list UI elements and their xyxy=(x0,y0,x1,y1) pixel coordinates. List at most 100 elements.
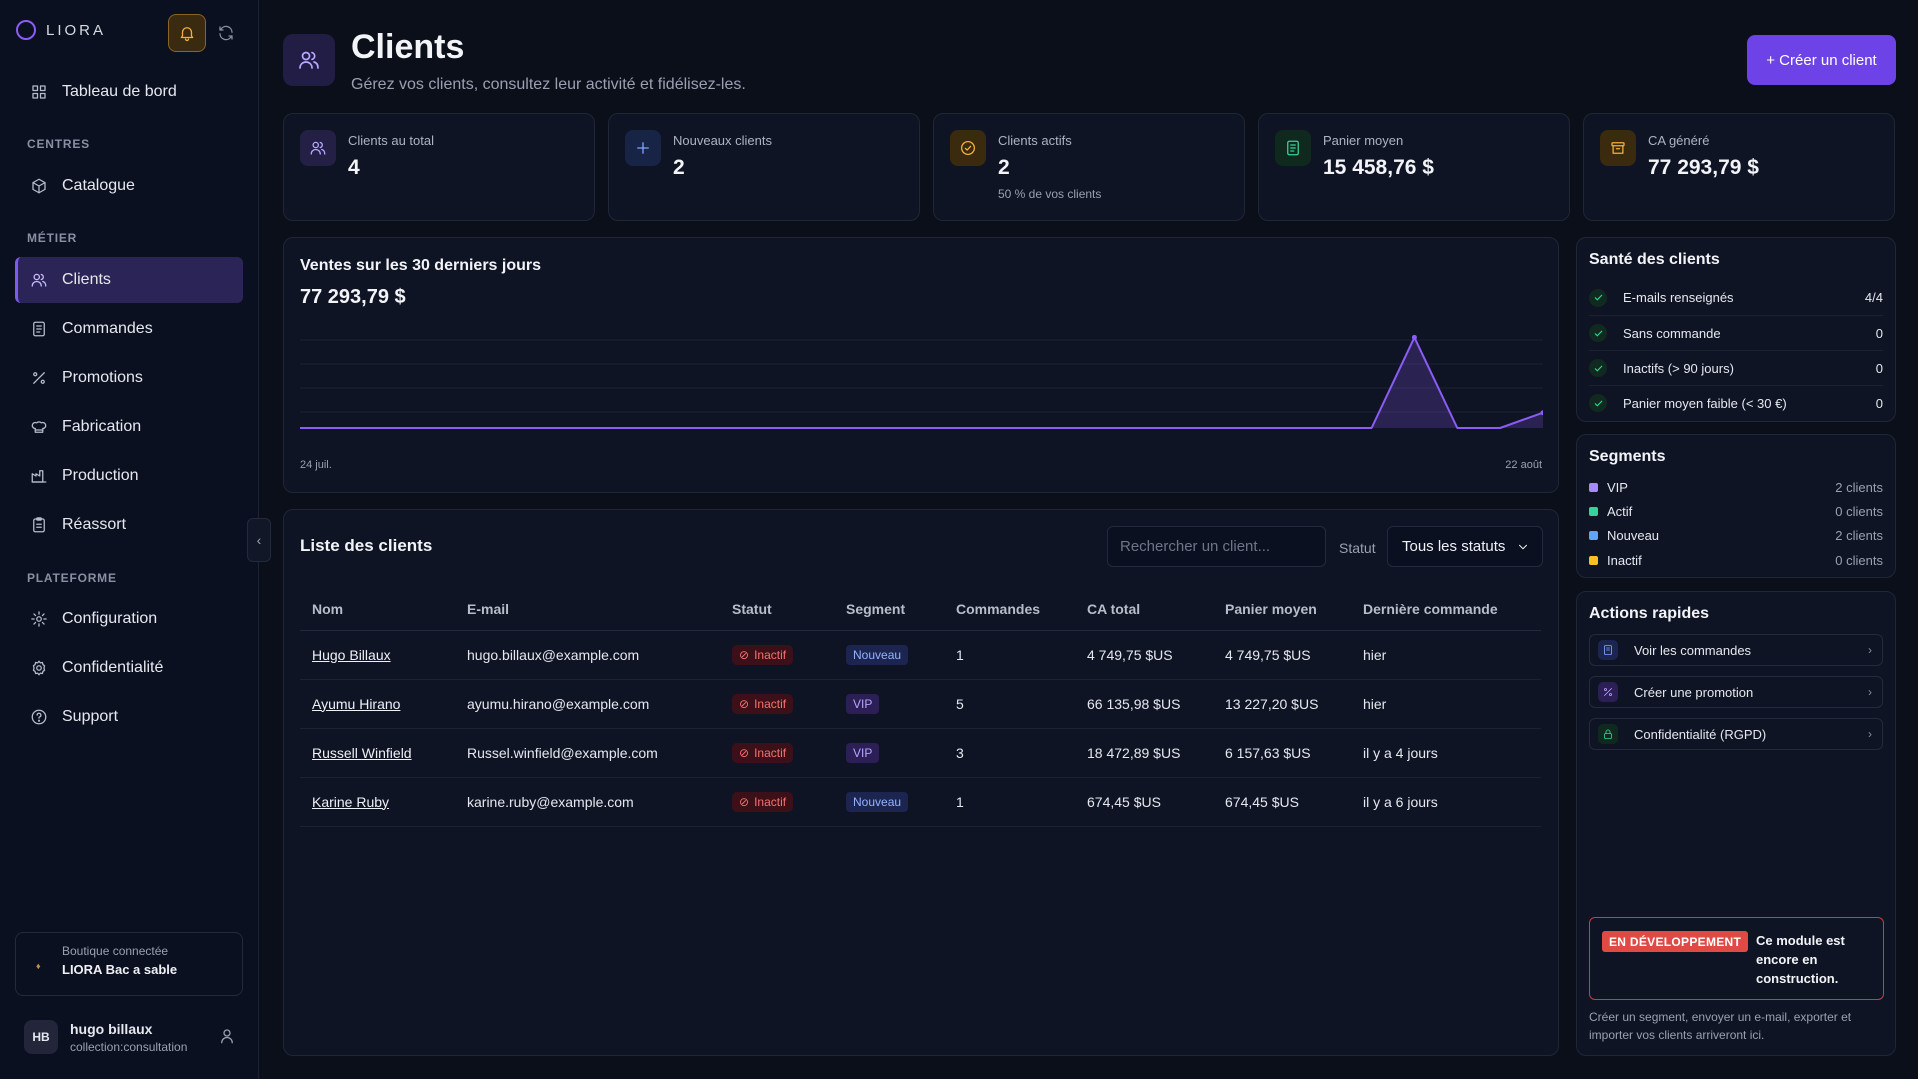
ban-icon: ⊘ xyxy=(739,794,750,809)
segment-swatch xyxy=(1589,555,1598,565)
client-last-order: il y a 6 jours xyxy=(1351,777,1541,827)
client-name-link[interactable]: Ayumu Hirano xyxy=(312,695,401,712)
client-last-order: il y a 4 jours xyxy=(1351,728,1541,778)
column-header[interactable]: Panier moyen xyxy=(1213,588,1351,631)
sidebar-item-commandes[interactable]: Commandes xyxy=(15,306,243,352)
factory-icon xyxy=(31,470,47,483)
client-search-input[interactable] xyxy=(1107,526,1326,567)
x-axis-start-label: 24 juil. xyxy=(300,459,332,471)
stat-card-new-clients: Nouveaux clients 2 xyxy=(608,113,920,221)
user-menu-button[interactable] xyxy=(218,1027,236,1045)
stat-card-average-basket: Panier moyen 15 458,76 $ xyxy=(1258,113,1570,221)
page-title: Clients xyxy=(351,28,465,66)
column-header[interactable]: Commandes xyxy=(944,588,1075,631)
sales-point[interactable] xyxy=(1411,334,1417,340)
chevron-down-icon xyxy=(1519,544,1527,549)
client-revenue: 674,45 $US xyxy=(1075,777,1213,827)
client-email: ayumu.hirano@example.com xyxy=(455,679,720,729)
chevron-right-icon: › xyxy=(1868,685,1872,699)
stat-card-revenue: CA généré 77 293,79 $ xyxy=(1583,113,1895,221)
status-filter-value: Tous les statuts xyxy=(1402,538,1506,555)
quick-action-promotion[interactable]: Créer une promotion › xyxy=(1589,676,1883,708)
stat-card-total-clients: Clients au total 4 xyxy=(283,113,595,221)
sidebar-item-promotions[interactable]: Promotions xyxy=(15,355,243,401)
column-header[interactable]: CA total xyxy=(1075,588,1213,631)
status-badge: ⊘ Inactif xyxy=(732,742,794,763)
client-name-link[interactable]: Hugo Billaux xyxy=(312,646,391,663)
users-icon xyxy=(300,130,336,166)
health-row: Inactifs (> 90 jours) 0 xyxy=(1589,350,1883,385)
client-basket: 4 749,75 $US xyxy=(1213,630,1351,680)
table-row[interactable]: Karine Ruby karine.ruby@example.com ⊘ Ina… xyxy=(300,777,1541,827)
sidebar-item-fabrication[interactable]: Fabrication xyxy=(15,404,243,450)
ban-icon: ⊘ xyxy=(739,647,750,662)
sidebar-item-label: Production xyxy=(62,467,139,484)
table-row[interactable]: Hugo Billaux hugo.billaux@example.com ⊘ I… xyxy=(300,630,1541,680)
dev-badge: EN DÉVELOPPEMENT xyxy=(1602,931,1749,952)
receipt-icon xyxy=(1598,640,1618,660)
lock-icon xyxy=(1598,724,1618,744)
status-badge: ⊘ Inactif xyxy=(732,791,794,812)
segment-row-vip[interactable]: VIP 2 clients xyxy=(1589,477,1883,497)
sidebar-item-reassort[interactable]: Réassort xyxy=(15,502,243,548)
user-profile[interactable]: HB hugo billaux collection:consultation xyxy=(24,1020,187,1054)
table-header-row: Nom E-mail Statut Segment Commandes CA t… xyxy=(300,588,1541,631)
quick-action-gdpr[interactable]: Confidentialité (RGPD) › xyxy=(1589,718,1883,750)
sales-point[interactable] xyxy=(1540,410,1544,416)
stat-subtext: 50 % de vos clients xyxy=(998,187,1102,201)
segment-badge: Nouveau xyxy=(846,791,909,812)
user-icon xyxy=(221,1029,233,1044)
client-orders: 1 xyxy=(944,777,1075,827)
sidebar-section-metier: MÉTIER xyxy=(27,231,78,245)
health-row: Sans commande 0 xyxy=(1589,315,1883,350)
client-name-link[interactable]: Karine Ruby xyxy=(312,793,390,810)
sidebar-item-label: Confidentialité xyxy=(62,659,164,676)
check-circle-icon xyxy=(1589,394,1607,412)
sidebar-item-dashboard[interactable]: Tableau de bord xyxy=(15,69,243,115)
sidebar-item-configuration[interactable]: Configuration xyxy=(15,596,243,642)
dev-text: Ce module est encore en construction. xyxy=(1756,933,1845,986)
sidebar-item-production[interactable]: Production xyxy=(15,453,243,499)
segment-row-inactif[interactable]: Inactif 0 clients xyxy=(1589,550,1883,570)
status-filter-select[interactable]: Tous les statuts xyxy=(1387,526,1543,567)
connected-shop-card[interactable]: ♦ Boutique connectée LIORA Bac a sable xyxy=(15,932,243,996)
refresh-icon xyxy=(219,25,233,41)
chevron-right-icon: › xyxy=(1868,643,1872,657)
brand[interactable]: LIORA xyxy=(16,20,106,40)
sales-chart-panel: Ventes sur les 30 derniers jours 77 293,… xyxy=(283,237,1559,493)
chevron-right-icon: › xyxy=(1868,727,1872,741)
column-header[interactable]: Statut xyxy=(720,588,834,631)
collapse-sidebar-button[interactable]: ‹ xyxy=(247,518,271,562)
sidebar-item-support[interactable]: Support xyxy=(15,694,243,740)
refresh-button[interactable] xyxy=(217,24,235,42)
client-email: Russel.winfield@example.com xyxy=(455,728,720,778)
quick-actions-panel: Actions rapides Voir les commandes › Cré… xyxy=(1576,591,1896,1056)
create-client-button[interactable]: + Créer un client xyxy=(1747,35,1896,85)
sidebar-item-clients[interactable]: Clients xyxy=(15,257,243,303)
stat-value: 2 xyxy=(673,156,685,179)
quick-action-orders[interactable]: Voir les commandes › xyxy=(1589,634,1883,666)
segment-swatch xyxy=(1589,506,1598,516)
table-row[interactable]: Ayumu Hirano ayumu.hirano@example.com ⊘ I… xyxy=(300,679,1541,729)
sidebar-section-centres: CENTRES xyxy=(27,137,90,151)
notifications-button[interactable] xyxy=(168,14,206,52)
stat-label: CA généré xyxy=(1648,133,1710,148)
segment-badge: VIP xyxy=(846,693,880,714)
segment-row-nouveau[interactable]: Nouveau 2 clients xyxy=(1589,525,1883,545)
column-header[interactable]: Dernière commande xyxy=(1351,588,1541,631)
check-circle-icon xyxy=(1589,359,1607,377)
column-header[interactable]: Segment xyxy=(834,588,944,631)
brand-name: LIORA xyxy=(46,21,107,39)
table-row[interactable]: Russell Winfield Russel.winfield@example… xyxy=(300,728,1541,778)
page-users-icon xyxy=(283,34,335,86)
column-header[interactable]: E-mail xyxy=(455,588,720,631)
sidebar-item-label: Promotions xyxy=(62,369,143,386)
user-role: collection:consultation xyxy=(70,1039,188,1054)
client-name-link[interactable]: Russell Winfield xyxy=(312,744,412,761)
sidebar-item-confidentialite[interactable]: Confidentialité xyxy=(15,645,243,691)
sidebar-item-catalogue[interactable]: Catalogue xyxy=(15,163,243,209)
segment-row-actif[interactable]: Actif 0 clients xyxy=(1589,501,1883,521)
sales-line xyxy=(300,336,1543,429)
column-header[interactable]: Nom xyxy=(300,588,455,631)
percent-icon xyxy=(1598,682,1618,702)
